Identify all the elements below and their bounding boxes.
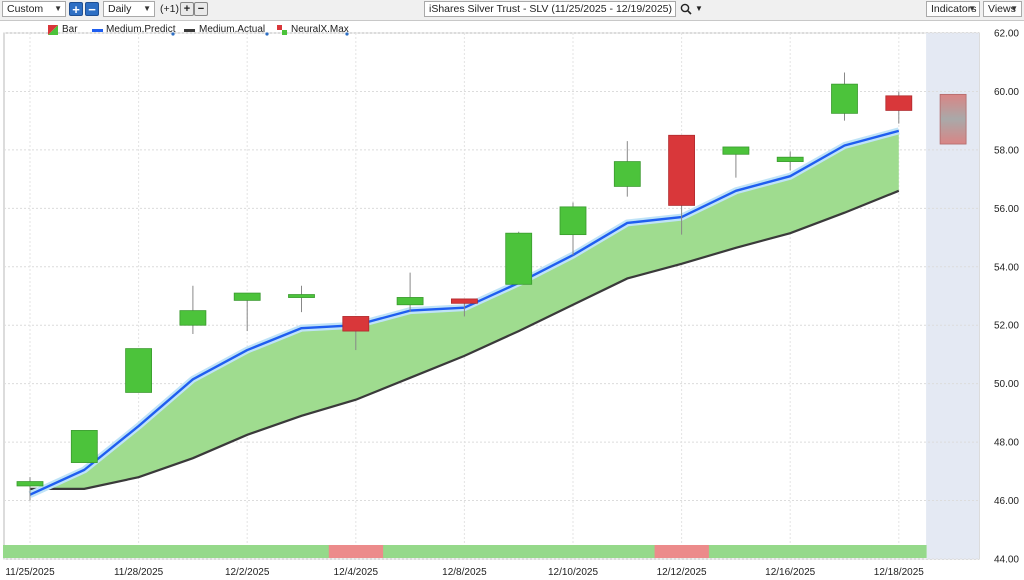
neuralx-strip-cell	[165, 545, 221, 558]
y-tick-label: 54.00	[994, 262, 1019, 273]
offset-label: (+1)	[160, 3, 179, 15]
preset-dropdown[interactable]: Custom ▼	[2, 1, 66, 17]
chart-legend: Bar Medium.Predict Medium.Actual NeuralX…	[0, 23, 420, 37]
interval-value: Daily	[108, 3, 132, 15]
chevron-down-icon: ▼	[143, 4, 151, 13]
chevron-down-icon: ▼	[968, 4, 976, 13]
toolbar: Custom ▼ + − Daily ▼ (+1) + − iShares Silv…	[0, 0, 1024, 21]
x-tick-label: 12/4/2025	[334, 567, 379, 578]
x-tick-label: 12/2/2025	[225, 567, 270, 578]
neuralx-strip-cell	[763, 545, 818, 558]
x-tick-label: 11/25/2025	[5, 567, 55, 578]
y-tick-label: 60.00	[994, 87, 1019, 98]
neuralx-strip-cell	[654, 545, 710, 558]
medium-actual-line	[30, 189, 900, 490]
x-tick-label: 12/16/2025	[765, 567, 815, 578]
candle-body[interactable]	[179, 310, 207, 326]
x-tick-label: 12/18/2025	[874, 567, 924, 578]
candle-body[interactable]	[233, 292, 261, 301]
views-label: Views	[988, 3, 1016, 15]
candle-body[interactable]	[613, 161, 641, 187]
y-tick-label: 50.00	[994, 379, 1019, 390]
settings-dot-icon[interactable]	[171, 32, 175, 36]
bar-legend-icon	[48, 25, 58, 35]
candle-body[interactable]	[505, 232, 533, 285]
y-tick-label: 62.00	[994, 29, 1019, 40]
y-tick-label: 44.00	[994, 555, 1019, 566]
actual-line-icon	[184, 29, 195, 32]
settings-dot-icon[interactable]	[345, 32, 349, 36]
candle-body[interactable]	[125, 348, 152, 393]
neuralx-strip-cell	[111, 545, 167, 558]
neuralx-legend-icon	[277, 25, 287, 35]
offset-increase-button[interactable]: +	[180, 2, 194, 16]
chevron-down-icon[interactable]: ▼	[695, 4, 703, 13]
y-tick-label: 52.00	[994, 321, 1019, 332]
candle-body[interactable]	[16, 481, 44, 487]
indicators-label: Indicators	[931, 3, 977, 15]
neuralx-strip-cell	[57, 545, 113, 558]
search-icon[interactable]	[680, 3, 692, 15]
neuralx-strip-cell	[817, 545, 873, 558]
zoom-in-button[interactable]: +	[69, 2, 83, 16]
neuralx-strip-cell	[546, 545, 601, 558]
offset-decrease-button[interactable]: −	[194, 2, 208, 16]
neuralx-strip-cell	[708, 545, 764, 558]
neuralx-strip-cell	[328, 545, 384, 558]
neuralx-strip-cell	[383, 545, 438, 558]
y-tick-label: 48.00	[994, 438, 1019, 449]
x-tick-label: 12/10/2025	[548, 567, 598, 578]
y-tick-label: 46.00	[994, 496, 1019, 507]
neuralx-strip-cell	[220, 545, 275, 558]
neuralx-strip-cell	[3, 545, 58, 558]
candle-body[interactable]	[831, 83, 858, 114]
chevron-down-icon: ▼	[54, 4, 62, 13]
candle-body[interactable]	[668, 134, 695, 206]
neuralx-strip-cell	[274, 545, 330, 558]
x-tick-label: 12/8/2025	[442, 567, 487, 578]
neuralx-strip-cell	[491, 545, 547, 558]
candle-body[interactable]	[70, 430, 98, 463]
zoom-out-button[interactable]: −	[85, 2, 99, 16]
candle-body[interactable]	[342, 316, 370, 332]
x-tick-label: 11/28/2025	[114, 567, 164, 578]
x-tick-label: 12/12/2025	[657, 567, 707, 578]
forecast-bar[interactable]	[939, 93, 967, 145]
indicators-button[interactable]: Indicators ▼	[926, 1, 980, 17]
settings-dot-icon[interactable]	[265, 32, 269, 36]
candle-body[interactable]	[288, 294, 315, 298]
candle-body[interactable]	[722, 146, 750, 155]
preset-value: Custom	[7, 3, 44, 15]
legend-medium-actual: Medium.Actual	[199, 24, 266, 35]
legend-neuralx-max: NeuralX.Max	[291, 24, 349, 35]
y-tick-label: 58.00	[994, 145, 1019, 156]
legend-medium-predict: Medium.Predict	[106, 24, 176, 35]
candle-body[interactable]	[885, 95, 913, 111]
neuralx-strip-cell	[600, 545, 656, 558]
legend-bar: Bar	[62, 24, 78, 35]
candle-body[interactable]	[450, 298, 478, 304]
candle-body[interactable]	[776, 156, 804, 162]
candle-body[interactable]	[396, 297, 424, 306]
predict-line-icon	[92, 29, 103, 32]
candle-body[interactable]	[559, 206, 587, 236]
symbol-title[interactable]: iShares Silver Trust - SLV (11/25/2025 -…	[424, 1, 676, 17]
interval-dropdown[interactable]: Daily ▼	[103, 1, 155, 17]
neuralx-strip-cell	[871, 545, 927, 558]
y-tick-label: 56.00	[994, 204, 1019, 215]
views-button[interactable]: Views ▼	[983, 1, 1022, 17]
symbol-title-text: iShares Silver Trust - SLV (11/25/2025 -…	[429, 3, 672, 15]
chevron-down-icon: ▼	[1010, 4, 1018, 13]
neuralx-strip-cell	[437, 545, 493, 558]
